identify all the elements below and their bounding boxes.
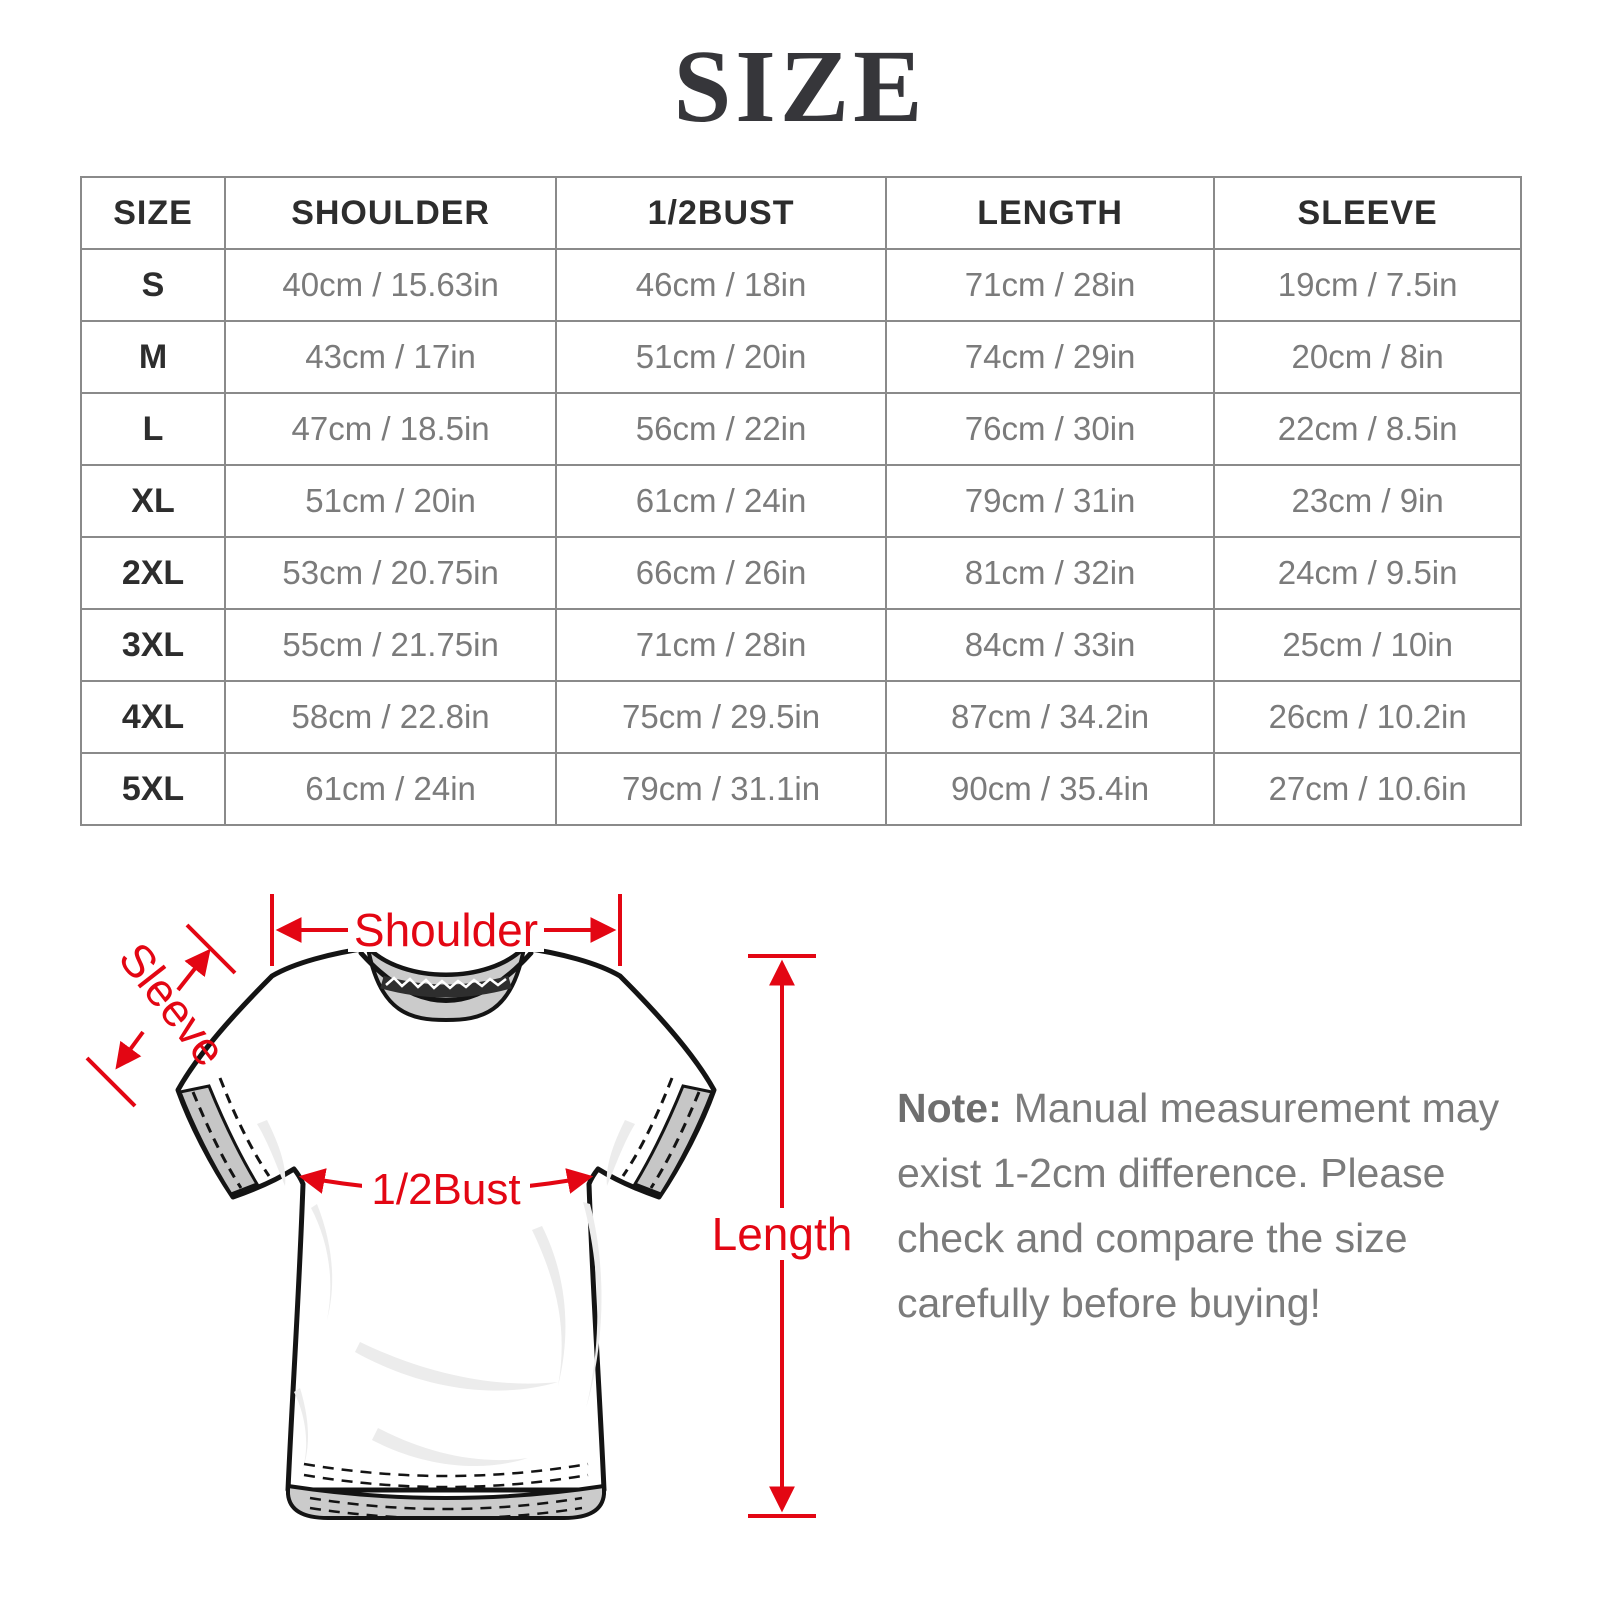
- length-cell: 81cm / 32in: [884, 536, 1216, 610]
- sleeve-cell: 22cm / 8.5in: [1213, 392, 1522, 466]
- col-header-sleeve: SLEEVE: [1213, 176, 1522, 250]
- col-header-bust: 1/2BUST: [555, 176, 887, 250]
- sleeve-cell: 25cm / 10in: [1213, 608, 1522, 682]
- bust-cell: 79cm / 31.1in: [555, 752, 887, 826]
- size-cell: L: [80, 392, 226, 466]
- sleeve-cell: 27cm / 10.6in: [1213, 752, 1522, 826]
- table-row: 4XL 58cm / 22.8in 75cm / 29.5in 87cm / 3…: [80, 680, 1522, 754]
- table-row: L 47cm / 18.5in 56cm / 22in 76cm / 30in …: [80, 392, 1522, 466]
- bust-cell: 46cm / 18in: [555, 248, 887, 322]
- size-cell: S: [80, 248, 226, 322]
- table-row: 2XL 53cm / 20.75in 66cm / 26in 81cm / 32…: [80, 536, 1522, 610]
- shoulder-cell: 55cm / 21.75in: [223, 608, 558, 682]
- fabric-fold-shadows: [257, 1120, 635, 1474]
- table-row: S 40cm / 15.63in 46cm / 18in 71cm / 28in…: [80, 248, 1522, 322]
- shoulder-cell: 43cm / 17in: [223, 320, 558, 394]
- bust-label: 1/2Bust: [371, 1165, 520, 1214]
- bust-cell: 66cm / 26in: [555, 536, 887, 610]
- note-line: Note: Manual measurement may: [897, 1076, 1557, 1141]
- tshirt-measurement-diagram: Shoulder Sleeve 1/2Bust Length: [60, 868, 860, 1608]
- size-cell: 3XL: [80, 608, 226, 682]
- shoulder-cell: 40cm / 15.63in: [223, 248, 558, 322]
- table-row: M 43cm / 17in 51cm / 20in 74cm / 29in 20…: [80, 320, 1522, 394]
- size-cell: 4XL: [80, 680, 226, 754]
- sleeve-cell: 23cm / 9in: [1213, 464, 1522, 538]
- length-cell: 90cm / 35.4in: [884, 752, 1216, 826]
- sleeve-measure-arrow: [85, 923, 237, 1108]
- size-cell: 2XL: [80, 536, 226, 610]
- note-line: check and compare the size: [897, 1215, 1408, 1261]
- sleeve-cell: 26cm / 10.2in: [1213, 680, 1522, 754]
- bust-cell: 51cm / 20in: [555, 320, 887, 394]
- shoulder-cell: 58cm / 22.8in: [223, 680, 558, 754]
- length-cell: 71cm / 28in: [884, 248, 1216, 322]
- sleeve-openings: [177, 1077, 715, 1196]
- collar: [358, 946, 534, 1022]
- bust-cell: 71cm / 28in: [555, 608, 887, 682]
- table-row: 5XL 61cm / 24in 79cm / 31.1in 90cm / 35.…: [80, 752, 1522, 826]
- tshirt-outline-drawing: [175, 945, 717, 1520]
- length-cell: 87cm / 34.2in: [884, 680, 1216, 754]
- size-cell: M: [80, 320, 226, 394]
- bust-cell: 75cm / 29.5in: [555, 680, 887, 754]
- size-cell: 5XL: [80, 752, 226, 826]
- table-header-row: SIZE SHOULDER 1/2BUST LENGTH SLEEVE: [80, 176, 1522, 250]
- hem: [286, 1462, 606, 1520]
- shoulder-label: Shoulder: [354, 904, 538, 956]
- length-label: Length: [712, 1208, 853, 1260]
- col-header-length: LENGTH: [884, 176, 1216, 250]
- col-header-shoulder: SHOULDER: [223, 176, 558, 250]
- sleeve-cell: 19cm / 7.5in: [1213, 248, 1522, 322]
- note-line: exist 1-2cm difference. Please: [897, 1150, 1446, 1196]
- shoulder-cell: 61cm / 24in: [223, 752, 558, 826]
- bust-cell: 61cm / 24in: [555, 464, 887, 538]
- note-line: carefully before buying!: [897, 1280, 1321, 1326]
- shoulder-cell: 47cm / 18.5in: [223, 392, 558, 466]
- sleeve-cell: 20cm / 8in: [1213, 320, 1522, 394]
- length-cell: 74cm / 29in: [884, 320, 1216, 394]
- col-header-size: SIZE: [80, 176, 226, 250]
- length-cell: 79cm / 31in: [884, 464, 1216, 538]
- length-cell: 76cm / 30in: [884, 392, 1216, 466]
- size-table: SIZE SHOULDER 1/2BUST LENGTH SLEEVE S 40…: [80, 176, 1522, 826]
- bust-cell: 56cm / 22in: [555, 392, 887, 466]
- page-title: SIZE: [673, 29, 927, 144]
- measurement-note: Note: Manual measurement may exist 1-2cm …: [897, 1076, 1557, 1336]
- note-prefix: Note:: [897, 1085, 1002, 1131]
- length-cell: 84cm / 33in: [884, 608, 1216, 682]
- size-cell: XL: [80, 464, 226, 538]
- table-row: XL 51cm / 20in 61cm / 24in 79cm / 31in 2…: [80, 464, 1522, 538]
- table-row: 3XL 55cm / 21.75in 71cm / 28in 84cm / 33…: [80, 608, 1522, 682]
- shoulder-cell: 53cm / 20.75in: [223, 536, 558, 610]
- shoulder-cell: 51cm / 20in: [223, 464, 558, 538]
- note-text: Manual measurement may: [1013, 1085, 1500, 1131]
- sleeve-cell: 24cm / 9.5in: [1213, 536, 1522, 610]
